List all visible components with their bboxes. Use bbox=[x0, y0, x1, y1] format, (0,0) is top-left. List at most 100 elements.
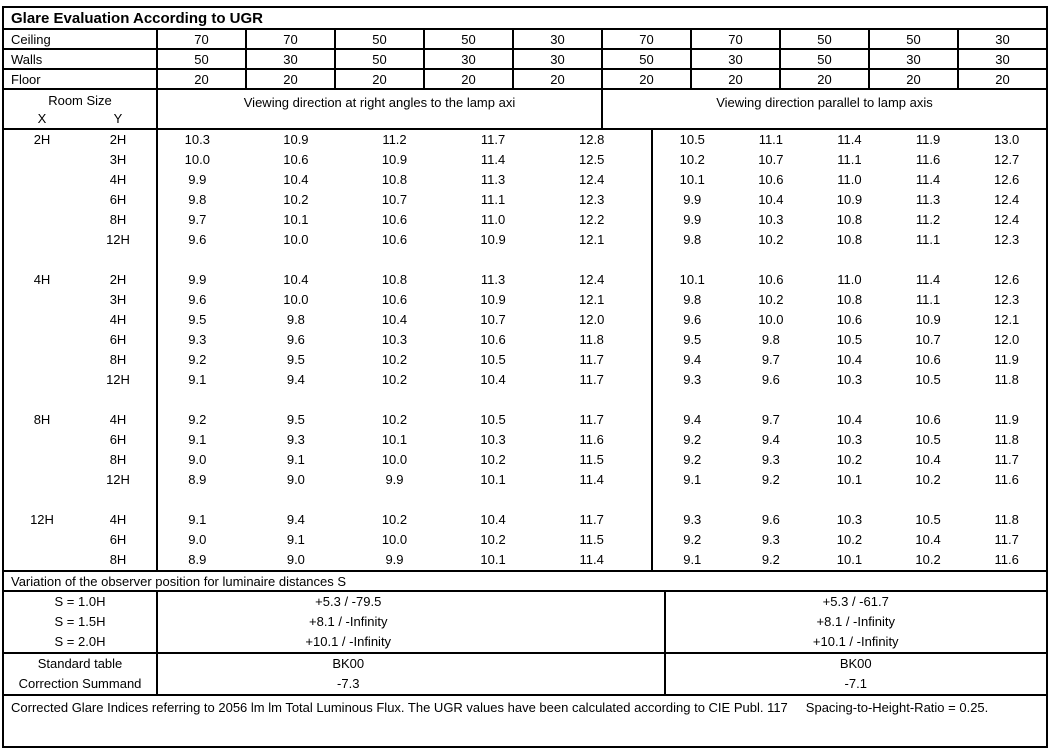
ugr-value-cell: 12.4 bbox=[993, 192, 1020, 207]
ugr-value-cell bbox=[454, 250, 553, 270]
ugr-value-cell: 9.3 bbox=[156, 330, 257, 350]
table-row: 12H 4H 9.1 9.4 10.2 10.4 11.7 9.3 9.6 10.3 10.5 11.… bbox=[4, 510, 1046, 530]
ugr-value-cell bbox=[889, 490, 968, 510]
room-x-label: X bbox=[37, 111, 47, 126]
surface-value-cell: 20 bbox=[601, 70, 690, 88]
ugr-value-cell bbox=[732, 390, 811, 410]
ugr-value-cell: 10.2 bbox=[915, 552, 941, 567]
ugr-value-cell: 12.0 bbox=[993, 332, 1020, 347]
ugr-value-cell: 10.8 bbox=[381, 172, 408, 187]
surface-value-cell: 50 bbox=[779, 30, 868, 48]
ugr-value-cell: 11.7 bbox=[994, 532, 1019, 547]
ugr-value-cell: 9.6 bbox=[156, 230, 257, 250]
ugr-value-cell: 10.4 bbox=[283, 272, 309, 287]
ugr-value-cell: 10.1 bbox=[650, 270, 732, 290]
ugr-value-cell: 12.4 bbox=[579, 272, 605, 287]
ugr-value-cell bbox=[810, 490, 889, 510]
ugr-value-cell bbox=[810, 250, 889, 270]
surface-value-cell: 30 bbox=[957, 30, 1046, 48]
ugr-value-cell bbox=[967, 490, 1046, 510]
variation-row: Variation of the observer position for l… bbox=[4, 572, 1046, 592]
ugr-value-cell: 10.2 bbox=[836, 452, 863, 467]
room-y-cell: 8H bbox=[109, 352, 127, 367]
surface-value-cell: 30 bbox=[512, 50, 601, 68]
ugr-value-cell: 9.5 bbox=[650, 330, 732, 350]
ugr-value-cell: 10.4 bbox=[381, 312, 408, 327]
ugr-value-cell: 10.6 bbox=[381, 212, 408, 227]
ugr-value-cell: 10.2 bbox=[283, 192, 309, 207]
spacer-row bbox=[4, 250, 1046, 270]
summary-label: Standard table bbox=[37, 656, 123, 671]
ugr-value-cell: 10.3 bbox=[836, 372, 863, 387]
room-x-cell bbox=[4, 490, 80, 510]
ugr-value-cell: 9.2 bbox=[761, 552, 780, 567]
ugr-value-cell: 10.4 bbox=[283, 172, 309, 187]
room-y-cell: 8H bbox=[109, 452, 127, 467]
ugr-value-cell: 10.4 bbox=[836, 412, 863, 427]
distance-value-cell: +10.1 / -Infinity bbox=[156, 632, 664, 652]
ugr-value-cell: 12.5 bbox=[579, 152, 605, 167]
surface-label: Walls bbox=[11, 51, 43, 67]
ugr-value-cell: 10.1 bbox=[283, 212, 309, 227]
ugr-value-cell: 11.7 bbox=[579, 412, 604, 427]
ugr-value-cell: 9.1 bbox=[650, 550, 732, 570]
ugr-value-cell: 10.5 bbox=[915, 512, 941, 527]
ugr-value-cell: 10.6 bbox=[480, 332, 506, 347]
table-row: S = 1.5H +8.1 / -Infinity +8.1 / -Infinity bbox=[4, 612, 1046, 632]
ugr-value-cell: 9.3 bbox=[286, 432, 305, 447]
room-y-cell: 2H bbox=[109, 132, 127, 147]
ugr-value-cell bbox=[650, 390, 732, 410]
footer-text: Corrected Glare Indices referring to 205… bbox=[11, 700, 788, 715]
ugr-value-cell: 9.3 bbox=[761, 452, 780, 467]
room-y-cell: 6H bbox=[109, 332, 127, 347]
ugr-value-cell: 12.1 bbox=[579, 232, 605, 247]
room-x-cell bbox=[4, 210, 80, 230]
ugr-value-cell: 10.8 bbox=[836, 292, 863, 307]
ugr-value-cell: 10.7 bbox=[381, 192, 408, 207]
table-row: S = 1.0H +5.3 / -79.5 +5.3 / -61.7 bbox=[4, 592, 1046, 612]
ugr-value-cell: 9.8 bbox=[761, 332, 780, 347]
ugr-value-cell: 10.1 bbox=[480, 472, 506, 487]
ugr-value-cell: 10.8 bbox=[836, 232, 863, 247]
viewing-direction-right-angles-header: Viewing direction at right angles to the… bbox=[156, 90, 601, 128]
table-row: 3H 10.0 10.6 10.9 11.4 12.5 10.2 10.7 11.1 11.6 12… bbox=[4, 150, 1046, 170]
ugr-value-cell: 12.6 bbox=[993, 272, 1020, 287]
surface-value-cell: 30 bbox=[245, 50, 334, 68]
surface-value-cell: 30 bbox=[957, 50, 1046, 68]
surface-label: Ceiling bbox=[11, 31, 51, 47]
ugr-value-cell: 9.2 bbox=[650, 430, 732, 450]
room-y-cell: 8H bbox=[109, 212, 127, 227]
room-y-cell: 3H bbox=[109, 292, 127, 307]
ugr-value-cell: 9.4 bbox=[286, 512, 305, 527]
ugr-value-cell: 11.2 bbox=[915, 212, 941, 227]
ugr-value-cell: 10.1 bbox=[480, 552, 506, 567]
ugr-value-cell bbox=[355, 490, 454, 510]
room-y-cell bbox=[80, 250, 156, 270]
room-size-label: Room Size bbox=[48, 93, 112, 108]
ugr-value-cell: 11.8 bbox=[579, 332, 604, 347]
ugr-value-cell: 11.6 bbox=[994, 472, 1019, 487]
distance-value-cell: +5.3 / -61.7 bbox=[663, 592, 1047, 612]
ugr-value-cell: 9.3 bbox=[761, 532, 780, 547]
surface-value-cell: 50 bbox=[868, 30, 957, 48]
ugr-value-cell: 9.1 bbox=[156, 430, 257, 450]
table-row: Correction Summand -7.3 -7.1 bbox=[4, 674, 1046, 694]
surface-row-ceiling: Ceiling 70 70 50 50 30 70 70 50 50 30 bbox=[4, 30, 1046, 50]
ugr-value-cell: 10.2 bbox=[381, 512, 408, 527]
ugr-value-cell: 10.6 bbox=[381, 292, 408, 307]
ugr-value-cell: 9.9 bbox=[156, 270, 257, 290]
distance-value-cell: +10.1 / -Infinity bbox=[663, 632, 1047, 652]
ugr-value-cell: 11.7 bbox=[579, 352, 604, 367]
ugr-value-cell: 12.8 bbox=[579, 132, 605, 147]
ugr-value-cell: 10.5 bbox=[480, 412, 506, 427]
ugr-value-cell: 9.5 bbox=[286, 412, 305, 427]
room-y-cell: 12H bbox=[106, 472, 130, 487]
ugr-value-cell: 10.2 bbox=[758, 292, 784, 307]
ugr-value-cell: 10.5 bbox=[650, 130, 732, 150]
ugr-value-cell: 10.2 bbox=[480, 452, 506, 467]
table-row: 8H 9.2 9.5 10.2 10.5 11.7 9.4 9.7 10.4 10.6 11.9 bbox=[4, 350, 1046, 370]
ugr-value-cell: 9.0 bbox=[156, 530, 257, 550]
ugr-value-cell: 9.9 bbox=[385, 552, 404, 567]
ugr-value-cell: 9.5 bbox=[286, 352, 305, 367]
ugr-value-cell: 12.1 bbox=[579, 292, 605, 307]
